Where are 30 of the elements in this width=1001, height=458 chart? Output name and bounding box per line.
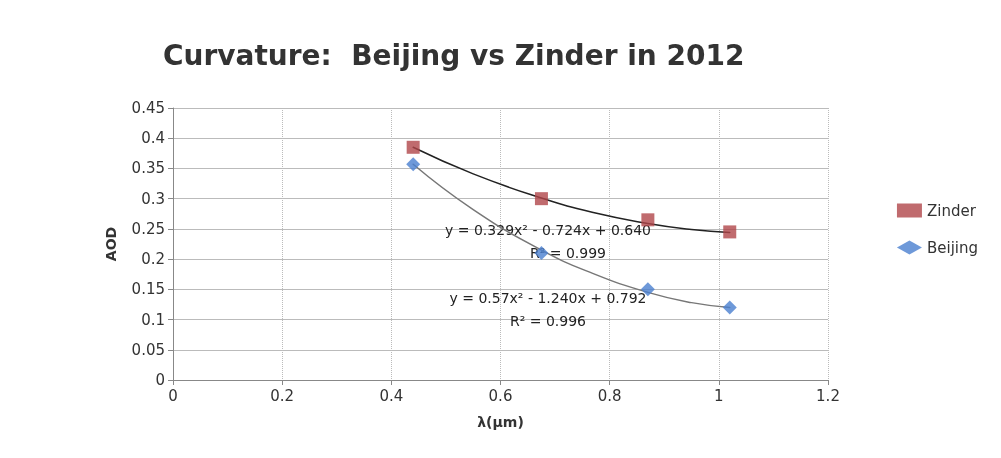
chart-title: Curvature: Beijing vs Zinder in 2012 [163,38,745,72]
x-tick-label: 0.8 [597,386,622,405]
y-tick-label: 0.25 [131,219,165,238]
point [722,300,737,315]
x-axis-title: λ(μm) [477,414,524,430]
y-axis-title: AOD [103,226,119,262]
annotation: R² = 0.996 [509,313,587,329]
x-tick-label: 1.2 [816,386,840,405]
point [406,157,421,172]
y-tick-label: 0.15 [131,280,165,299]
point [641,213,655,227]
point [406,140,420,154]
y-tick-label: 0.45 [131,99,165,117]
legend-label: Zinder [926,201,977,220]
point [534,192,548,206]
y-tick-label: 0.05 [131,340,165,359]
x-tick-label: 0 [168,386,178,405]
legend-label: Beijing [926,238,979,257]
x-tick-label: 1 [714,386,724,405]
annotation: y = 0.57x² - 1.240x + 0.792 [449,290,647,306]
y-tick-label: 0.1 [141,310,165,329]
y-tick-label: 0.3 [141,189,165,208]
y-tick-label: 0.2 [141,250,165,269]
x-tick-label: 0.6 [488,386,513,405]
y-tick-label: 0.4 [141,129,165,148]
x-tick-label: 0.4 [379,386,404,405]
y-tick-label: 0.35 [131,159,165,178]
point [723,225,737,239]
y-tick-label: 0 [155,371,165,389]
x-tick-label: 0.2 [270,386,295,405]
